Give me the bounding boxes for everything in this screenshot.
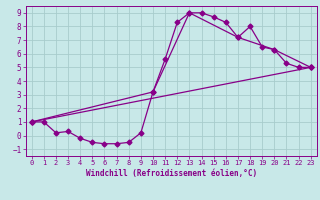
X-axis label: Windchill (Refroidissement éolien,°C): Windchill (Refroidissement éolien,°C) <box>86 169 257 178</box>
